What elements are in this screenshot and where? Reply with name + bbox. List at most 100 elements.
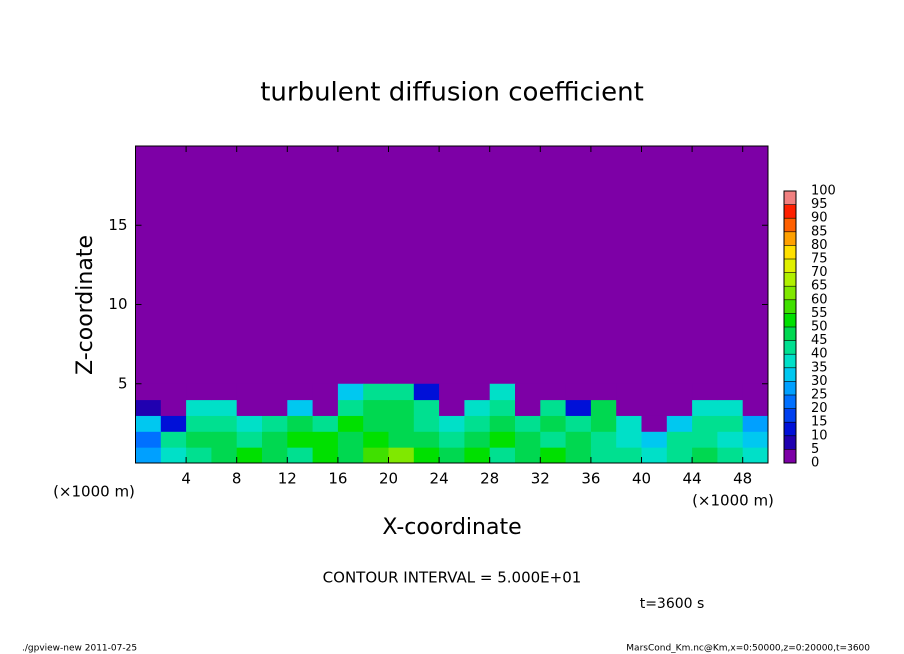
contour-interval: CONTOUR INTERVAL = 5.000E+01 xyxy=(323,569,582,587)
field-cell xyxy=(717,399,744,416)
colorbar-swatch xyxy=(784,299,796,314)
field-cell xyxy=(515,415,541,432)
colorbar-swatch xyxy=(784,245,796,259)
field-cell xyxy=(666,431,693,448)
field-cell xyxy=(590,399,617,416)
field-cell xyxy=(590,415,617,432)
x-tick-label: 48 xyxy=(733,470,752,488)
field-cell xyxy=(692,383,718,401)
x-tick-label: 32 xyxy=(531,470,550,488)
field-cell xyxy=(135,399,162,416)
field-cell xyxy=(489,399,516,416)
field-cell xyxy=(641,415,668,432)
x-tick-label: 40 xyxy=(632,470,651,488)
x-tick-label: 4 xyxy=(181,470,191,488)
field-cell xyxy=(464,415,491,432)
field-cell xyxy=(312,415,339,432)
field-cell xyxy=(388,383,415,401)
x-tick-label: 12 xyxy=(278,470,297,488)
field-cell xyxy=(186,431,212,448)
field-cell xyxy=(565,383,592,401)
field-cell xyxy=(211,415,238,432)
colorbar-label: 5 xyxy=(811,442,819,457)
field-cell xyxy=(717,415,744,432)
field-cell xyxy=(363,447,389,464)
colorbar-swatch xyxy=(784,422,796,436)
colorbar-label: 75 xyxy=(811,252,828,267)
x-tick-label: 44 xyxy=(683,470,702,488)
colorbar-label: 45 xyxy=(811,333,828,348)
time-label: t=3600 s xyxy=(640,596,705,612)
field-cell xyxy=(540,383,567,401)
field-cell xyxy=(262,431,288,448)
field-cell xyxy=(641,447,668,464)
field-cell xyxy=(135,447,162,464)
x-axis-label: X-coordinate xyxy=(382,515,521,540)
field-cell xyxy=(742,399,769,416)
field-cell xyxy=(211,399,238,416)
field-cell xyxy=(464,399,491,416)
colorbar-label: 80 xyxy=(811,238,828,253)
colorbar-swatch xyxy=(784,218,796,232)
field-cell xyxy=(135,431,162,448)
y-unit: (×1000 m) xyxy=(53,483,135,501)
colorbar-swatch xyxy=(784,191,796,205)
field-cell xyxy=(717,431,744,448)
field-cell xyxy=(388,399,415,416)
x-tick-label: 20 xyxy=(379,470,398,488)
field-cell xyxy=(565,431,592,448)
colorbar-label: 50 xyxy=(811,320,828,335)
field-cell xyxy=(616,415,642,432)
field-cell xyxy=(413,431,440,448)
colorbar-swatch xyxy=(784,408,796,423)
colorbar-label: 60 xyxy=(811,292,828,307)
field-cell xyxy=(186,447,212,464)
colorbar-swatch xyxy=(784,381,796,395)
x-tick-label: 24 xyxy=(430,470,449,488)
colorbar-label: 15 xyxy=(811,415,828,430)
x-unit: (×1000 m) xyxy=(692,492,774,510)
field-cell xyxy=(616,447,642,464)
field-cell xyxy=(515,399,541,416)
field-cell xyxy=(439,431,465,448)
colorbar-label: 0 xyxy=(811,456,819,471)
field-cell xyxy=(262,447,288,464)
field-cell xyxy=(742,447,769,464)
colorbar-swatch xyxy=(784,259,796,273)
colorbar-label: 20 xyxy=(811,401,828,416)
field-cell xyxy=(666,415,693,432)
field-cell xyxy=(717,447,744,464)
field-cell xyxy=(363,399,389,416)
colorbar-label: 40 xyxy=(811,347,828,362)
field-cell xyxy=(439,447,465,464)
y-tick-label: 15 xyxy=(108,216,127,234)
x-tick-label: 8 xyxy=(232,470,242,488)
chart-title: turbulent diffusion coefficient xyxy=(260,78,644,108)
field-cell xyxy=(641,431,668,448)
field-cell xyxy=(666,383,693,401)
field-cell xyxy=(211,383,238,401)
field-cell xyxy=(540,399,567,416)
field-cell xyxy=(287,399,314,416)
field-cell xyxy=(616,399,642,416)
field-cell xyxy=(489,415,516,432)
field-cell xyxy=(464,431,491,448)
field-cell xyxy=(287,383,314,401)
field-cell xyxy=(666,399,693,416)
footer-left: ./gpview-new 2011-07-25 xyxy=(22,644,137,654)
field-cell xyxy=(540,431,567,448)
field-cell xyxy=(666,447,693,464)
field-cell xyxy=(742,431,769,448)
field-cell xyxy=(692,399,718,416)
field-cell xyxy=(641,383,668,401)
field-cell xyxy=(186,415,212,432)
field-cell xyxy=(312,383,339,401)
footer-right: MarsCond_Km.nc@Km,x=0:50000,z=0:20000,t=… xyxy=(626,644,870,654)
field-cell xyxy=(590,447,617,464)
field-cell xyxy=(388,447,415,464)
x-tick-label: 28 xyxy=(480,470,499,488)
field-cell xyxy=(211,431,238,448)
field-cell xyxy=(515,383,541,401)
field-cell xyxy=(236,415,263,432)
colorbar-swatch xyxy=(784,204,796,219)
